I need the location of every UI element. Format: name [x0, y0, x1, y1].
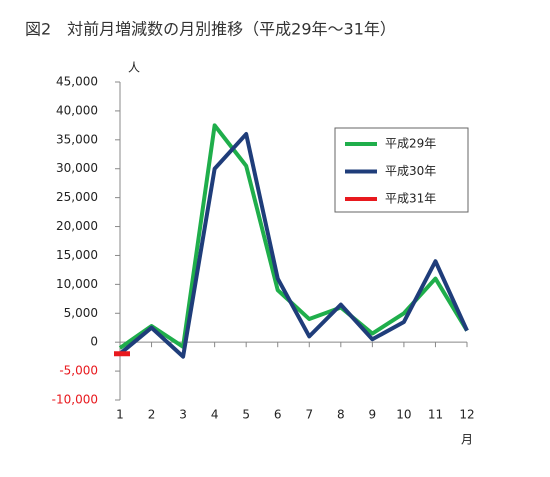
- x-tick-label: 3: [179, 408, 187, 422]
- y-tick-label: 35,000: [56, 132, 98, 146]
- x-unit: 月: [461, 433, 473, 447]
- y-tick-label: 20,000: [56, 219, 98, 233]
- y-tick-label: 25,000: [56, 190, 98, 204]
- x-tick-label: 7: [305, 408, 313, 422]
- chart-title: 図2 対前月増減数の月別推移（平成29年～31年）: [25, 20, 396, 39]
- x-tick-label: 10: [396, 408, 411, 422]
- legend-label: 平成31年: [385, 192, 436, 206]
- x-tick-label: 6: [274, 408, 282, 422]
- y-tick-label: 40,000: [56, 103, 98, 117]
- y-tick-label: 0: [90, 335, 98, 349]
- x-tick-label: 12: [459, 408, 474, 422]
- y-unit: 人: [128, 61, 140, 75]
- y-tick-label: -10,000: [52, 393, 98, 407]
- legend-label: 平成30年: [385, 164, 436, 178]
- y-tick-label: 15,000: [56, 248, 98, 262]
- x-tick-label: 9: [369, 408, 377, 422]
- x-tick-label: 2: [148, 408, 156, 422]
- y-tick-label: 45,000: [56, 75, 98, 89]
- x-tick-label: 8: [337, 408, 345, 422]
- y-tick-label: -5,000: [59, 364, 98, 378]
- x-tick-label: 4: [211, 408, 219, 422]
- y-tick-label: 10,000: [56, 277, 98, 291]
- y-tick-label: 5,000: [64, 306, 98, 320]
- x-tick-label: 11: [428, 408, 443, 422]
- x-tick-label: 5: [242, 408, 250, 422]
- x-tick-label: 1: [116, 408, 124, 422]
- legend-label: 平成29年: [385, 137, 436, 151]
- series-line: [118, 132, 469, 359]
- y-tick-label: 30,000: [56, 161, 98, 175]
